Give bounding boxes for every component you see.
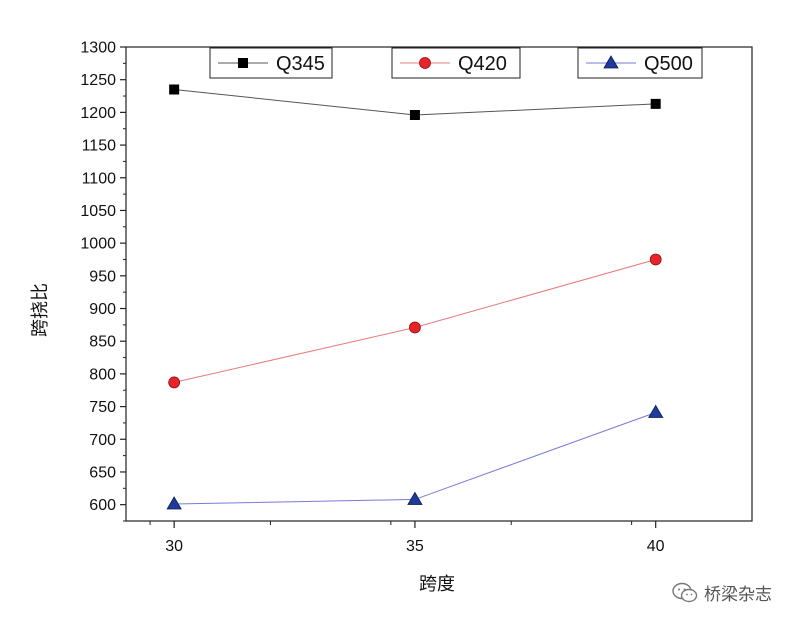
watermark-text: 桥梁杂志 [704,585,772,605]
series-q500 [166,404,664,510]
data-point-q420 [168,376,181,389]
data-point-q345 [650,98,661,109]
y-tick-label: 800 [89,366,116,383]
legend-item-q345: Q345 [209,47,333,79]
x-tick-label: 40 [647,538,665,555]
series-q420 [168,253,662,389]
y-tick-label: 900 [89,301,116,318]
y-tick-label: 1150 [82,138,117,155]
data-point-q345 [169,84,180,95]
data-point-q420 [409,321,421,334]
data-point-q500 [166,496,182,510]
x-tick-label: 30 [165,538,183,555]
y-tick-label: 1300 [80,40,116,57]
series-q345 [169,84,661,120]
series-line-q420 [174,259,656,383]
y-tick-label: 850 [89,334,116,351]
wechat-icon [672,582,698,602]
data-point-q420 [649,253,662,266]
series-line-q500 [174,412,656,505]
y-tick-label: 1250 [80,72,116,89]
y-axis: 600 650 700 750 800 850 900 950 1000 1050 1100 1150… [80,40,126,522]
data-point-q500 [407,491,423,505]
y-tick-label: 700 [89,432,116,449]
x-axis: 30 35 40 [149,521,665,555]
y-tick-label: 1000 [80,236,116,253]
y-axis-title: 跨挠比 [30,283,51,337]
y-tick-label: 750 [89,399,116,416]
y-tick-label: 1050 [80,203,116,220]
legend-marker-q500 [603,55,619,69]
series-layer [166,84,664,510]
plot-frame [125,46,753,522]
y-tick-label: 1100 [82,170,117,187]
plot-border [125,46,753,522]
y-tick-label: 950 [89,268,116,285]
y-tick-label: 600 [89,497,116,514]
data-point-q345 [409,109,420,120]
legend-label-q345: Q345 [276,53,325,75]
legend-label-q500: Q500 [644,53,693,75]
x-axis-title: 跨度 [419,574,455,595]
data-point-q500 [647,404,664,418]
y-tick-label: 1200 [80,105,116,122]
legend-label-q420: Q420 [458,53,507,75]
legend-item-q500: Q500 [577,47,703,79]
legend-marker-q345 [238,58,248,68]
legend-item-q420: Q420 [391,47,521,79]
legend-marker-q420 [419,57,431,69]
y-tick-label: 650 [89,464,116,481]
x-tick-label: 35 [406,538,424,555]
legend: Q345 Q420 Q500 [209,47,703,79]
watermark: 桥梁杂志 [672,580,772,605]
